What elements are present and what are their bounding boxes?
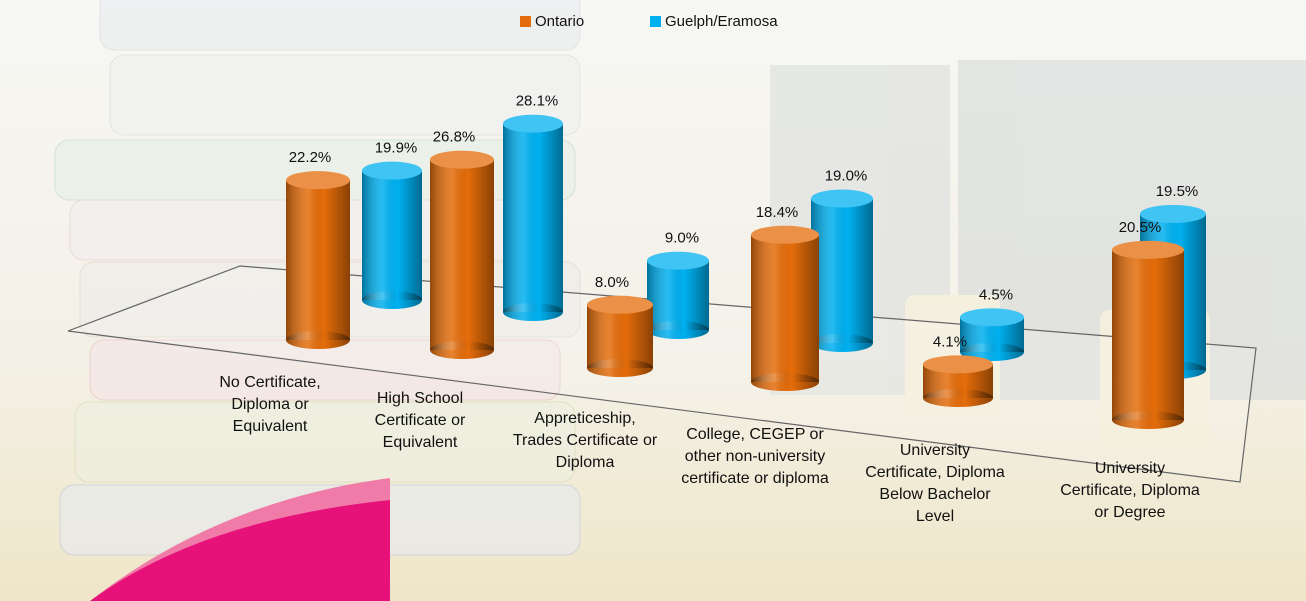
value-label: 4.5% — [979, 286, 1013, 303]
value-label: 4.1% — [933, 333, 967, 350]
value-label: 20.5% — [1119, 219, 1162, 236]
cylinder-top — [811, 189, 873, 208]
value-label: 18.4% — [756, 204, 799, 221]
legend-label: Guelph/Eramosa — [665, 13, 778, 30]
cylinder — [1112, 240, 1184, 429]
cylinder-top — [751, 225, 819, 244]
cylinder-top-light — [1112, 240, 1184, 259]
category-label: High School Certificate or Equivalent — [374, 390, 466, 451]
cylinder — [430, 150, 494, 359]
cylinder-top — [647, 251, 709, 270]
cylinder-top — [503, 114, 563, 133]
pink-decoration — [90, 500, 390, 601]
cylinder-top — [960, 308, 1024, 327]
legend-swatch — [650, 16, 661, 27]
cylinder — [960, 308, 1024, 361]
cylinder-shade — [1112, 249, 1184, 420]
legend-swatch — [520, 16, 531, 27]
cylinder — [362, 161, 422, 309]
cylinder — [587, 295, 653, 377]
cylinder-top-light — [647, 251, 709, 270]
cylinder-top-light — [503, 114, 563, 133]
value-label: 9.0% — [665, 230, 699, 247]
cylinder — [647, 251, 709, 339]
cylinder-top — [1112, 240, 1184, 259]
category-label: University Certificate, Diploma or Degre… — [1060, 460, 1200, 521]
cylinder-top — [430, 150, 494, 169]
cylinder-shade — [430, 159, 494, 350]
cylinder — [811, 189, 873, 352]
cylinder — [286, 171, 350, 349]
value-label: 8.0% — [595, 274, 629, 291]
category-label: University Certificate, Diploma Below Ba… — [865, 442, 1005, 525]
value-label: 19.5% — [1156, 183, 1199, 200]
cylinder-top-light — [286, 171, 350, 190]
cylinder-shade — [647, 260, 709, 330]
category-label: Appreticeship, Trades Certificate or Dip… — [512, 410, 658, 471]
category-label: No Certificate, Diploma or Equivalent — [219, 374, 321, 435]
cylinder-shade — [286, 180, 350, 340]
cylinder-top-light — [587, 295, 653, 314]
legend-label: Ontario — [535, 13, 584, 30]
cylinder-top-light — [362, 161, 422, 180]
cylinder — [923, 355, 993, 407]
floor — [67, 265, 1257, 483]
value-label: 19.0% — [825, 168, 868, 185]
cylinder-top — [587, 295, 653, 314]
cylinder-top-light — [811, 189, 873, 208]
cylinder-top — [1140, 205, 1206, 223]
cylinder-top — [362, 161, 422, 180]
cylinder-shade — [362, 170, 422, 300]
cylinder-top-light — [751, 225, 819, 244]
value-label: 26.8% — [433, 129, 476, 146]
cylinder-shade — [587, 304, 653, 368]
cylinder-top-light — [923, 355, 993, 374]
value-label: 22.2% — [289, 149, 332, 166]
value-label: 28.1% — [516, 93, 559, 110]
cylinder-shade — [751, 234, 819, 382]
category-label: College, CEGEP or other non-university c… — [681, 426, 829, 487]
cylinder-top-light — [960, 308, 1024, 327]
cylinder-top-light — [1140, 205, 1206, 223]
value-label: 19.9% — [375, 140, 418, 157]
cylinder-top — [286, 171, 350, 190]
cylinder-shade — [503, 123, 563, 312]
cylinder-top-light — [430, 150, 494, 169]
cylinder — [503, 114, 563, 321]
cylinder-shade — [811, 198, 873, 343]
cylinder — [751, 225, 819, 391]
cylinder-top — [923, 355, 993, 374]
